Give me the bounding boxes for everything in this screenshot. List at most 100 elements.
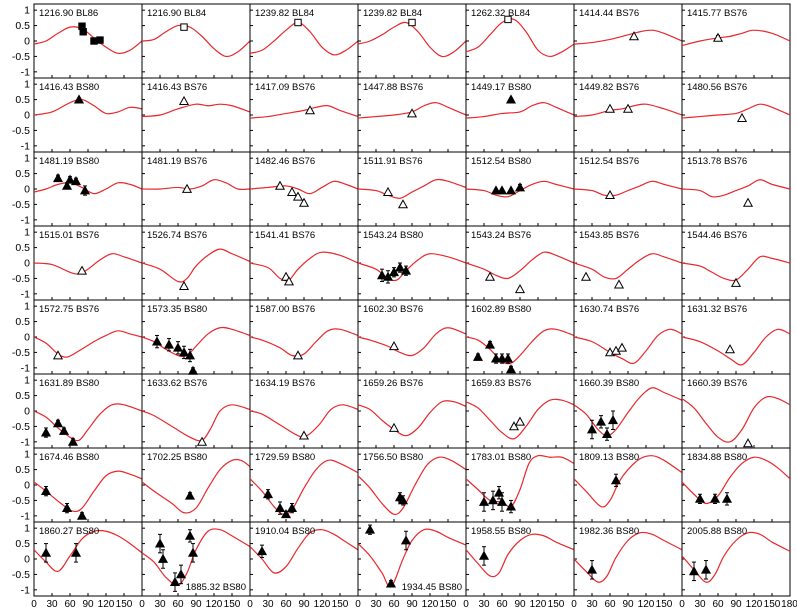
panel-label: 1414.44 BS76 [579,8,639,19]
panel-56: 0 30 60 90 120 150 180 2005.88 BS80 [679,521,797,610]
model-curve [682,103,790,119]
data-point [90,37,98,45]
model-curve [34,529,142,572]
panel-1: 1 0.5 0 -0.5 -1 1216.90 BL86 [12,3,143,79]
x-tick-label: 90 [406,599,418,610]
data-point [736,112,748,122]
panel-15: 1 0.5 0 -0.5 -1 1481.19 BS80 [12,151,143,227]
panel-label: 1481.19 BS76 [147,156,207,167]
y-tick-label: -1 [21,510,30,522]
y-tick-label: -0.5 [12,495,30,507]
y-tick-label: 0 [24,36,30,48]
data-point [595,416,607,426]
model-curve [142,404,250,442]
data-point [613,279,625,289]
model-curve [466,251,574,280]
panel-48: 1809.13 BS80 [573,447,683,523]
data-point [61,502,73,512]
x-tick-label: 0 [247,599,253,610]
data-point [286,502,298,512]
x-tick-label: 60 [280,599,292,610]
panel-label: 1660.39 BS76 [687,378,747,389]
y-tick-label: -1 [21,140,30,152]
data-point [52,418,64,428]
y-tick-label: 1 [24,301,30,313]
data-point [724,344,736,354]
x-tick-label: 150 [224,599,241,610]
panel-42: 1660.39 BS76 [681,373,791,449]
panel-47: 1783.01 BS80 [465,447,575,523]
panel-33: 1602.89 BS80 [465,299,575,375]
data-point [364,524,376,534]
model-curve [466,398,574,440]
panel-55: 0 30 60 90 120 150 1982.36 BS80 [571,521,683,610]
panel-6: 1414.44 BS76 [573,3,683,79]
y-tick-label: 1 [24,5,30,17]
data-point [178,95,190,105]
model-curve [574,29,682,45]
x-tick-label: 120 [746,599,763,610]
data-point [151,336,163,346]
x-tick-label: 90 [82,599,94,610]
data-point [376,270,388,280]
model-curve [142,103,250,118]
model-curve [574,455,682,508]
model-curve [358,327,466,357]
model-curve [142,248,250,283]
panel-label: 1729.59 BS80 [255,452,315,463]
model-curve [358,456,466,516]
x-tick-label: 150 [548,599,565,610]
data-point [169,576,181,586]
y-tick-label: -0.5 [12,421,30,433]
panel-21: 1513.78 BS76 [681,151,791,227]
panel-26: 1543.24 BS76 [465,225,575,301]
data-point [79,28,87,36]
data-point [496,496,508,506]
y-tick-label: -1 [21,66,30,78]
model-curve [466,328,574,365]
model-curve [682,531,790,583]
panel-51: 0 30 60 90 120 150 1885.32 BS80 [139,521,251,610]
panel-label: 1834.88 BS80 [687,452,747,463]
x-tick-label: 90 [514,599,526,610]
panel-13: 1449.82 BS76 [573,77,683,153]
model-curve [358,400,466,437]
x-tick-label: 90 [730,599,742,610]
panel-label: 1783.01 BS80 [471,452,531,463]
data-point [490,353,502,363]
data-point [478,550,490,560]
model-curve [34,330,142,358]
panel-label: 2005.88 BS80 [687,526,747,537]
panel-label: 1512.54 BS80 [471,156,531,167]
model-curve [142,528,250,586]
panel-2: 1216.90 BL84 [141,3,251,79]
data-point [70,547,82,557]
panel-53: 0 30 60 90 120 150 1934.45 BS80 [355,521,467,610]
panel-54: 0 30 60 90 120 150 1958.55 BS80 [463,521,575,610]
panel-43: 1 0.5 0 -0.5 -1 1674.46 BS80 [12,447,143,523]
x-tick-label: 150 [440,599,457,610]
model-curve [34,98,142,116]
x-tick-label: 120 [314,599,331,610]
panel-label: 1481.19 BS80 [39,156,99,167]
panel-49: 1834.88 BS80 [681,447,791,523]
x-tick-label: 60 [712,599,724,610]
panel-label: 1587.00 BS76 [255,304,315,315]
model-curve [682,179,790,198]
x-tick-label: 150 [764,599,781,610]
panel-label: 1415.77 BS76 [687,8,747,19]
data-point [406,108,418,118]
model-curve [466,533,574,578]
data-point [73,94,85,104]
panel-23: 1526.74 BS76 [141,225,251,301]
data-point [52,350,64,360]
y-tick-label: 1 [24,523,30,535]
model-curve [358,178,466,199]
data-point [628,31,640,41]
data-point [514,283,526,294]
y-tick-label: -1 [21,436,30,448]
data-point [178,280,190,290]
panel-19: 1512.54 BS80 [465,151,575,227]
data-point [61,180,73,190]
